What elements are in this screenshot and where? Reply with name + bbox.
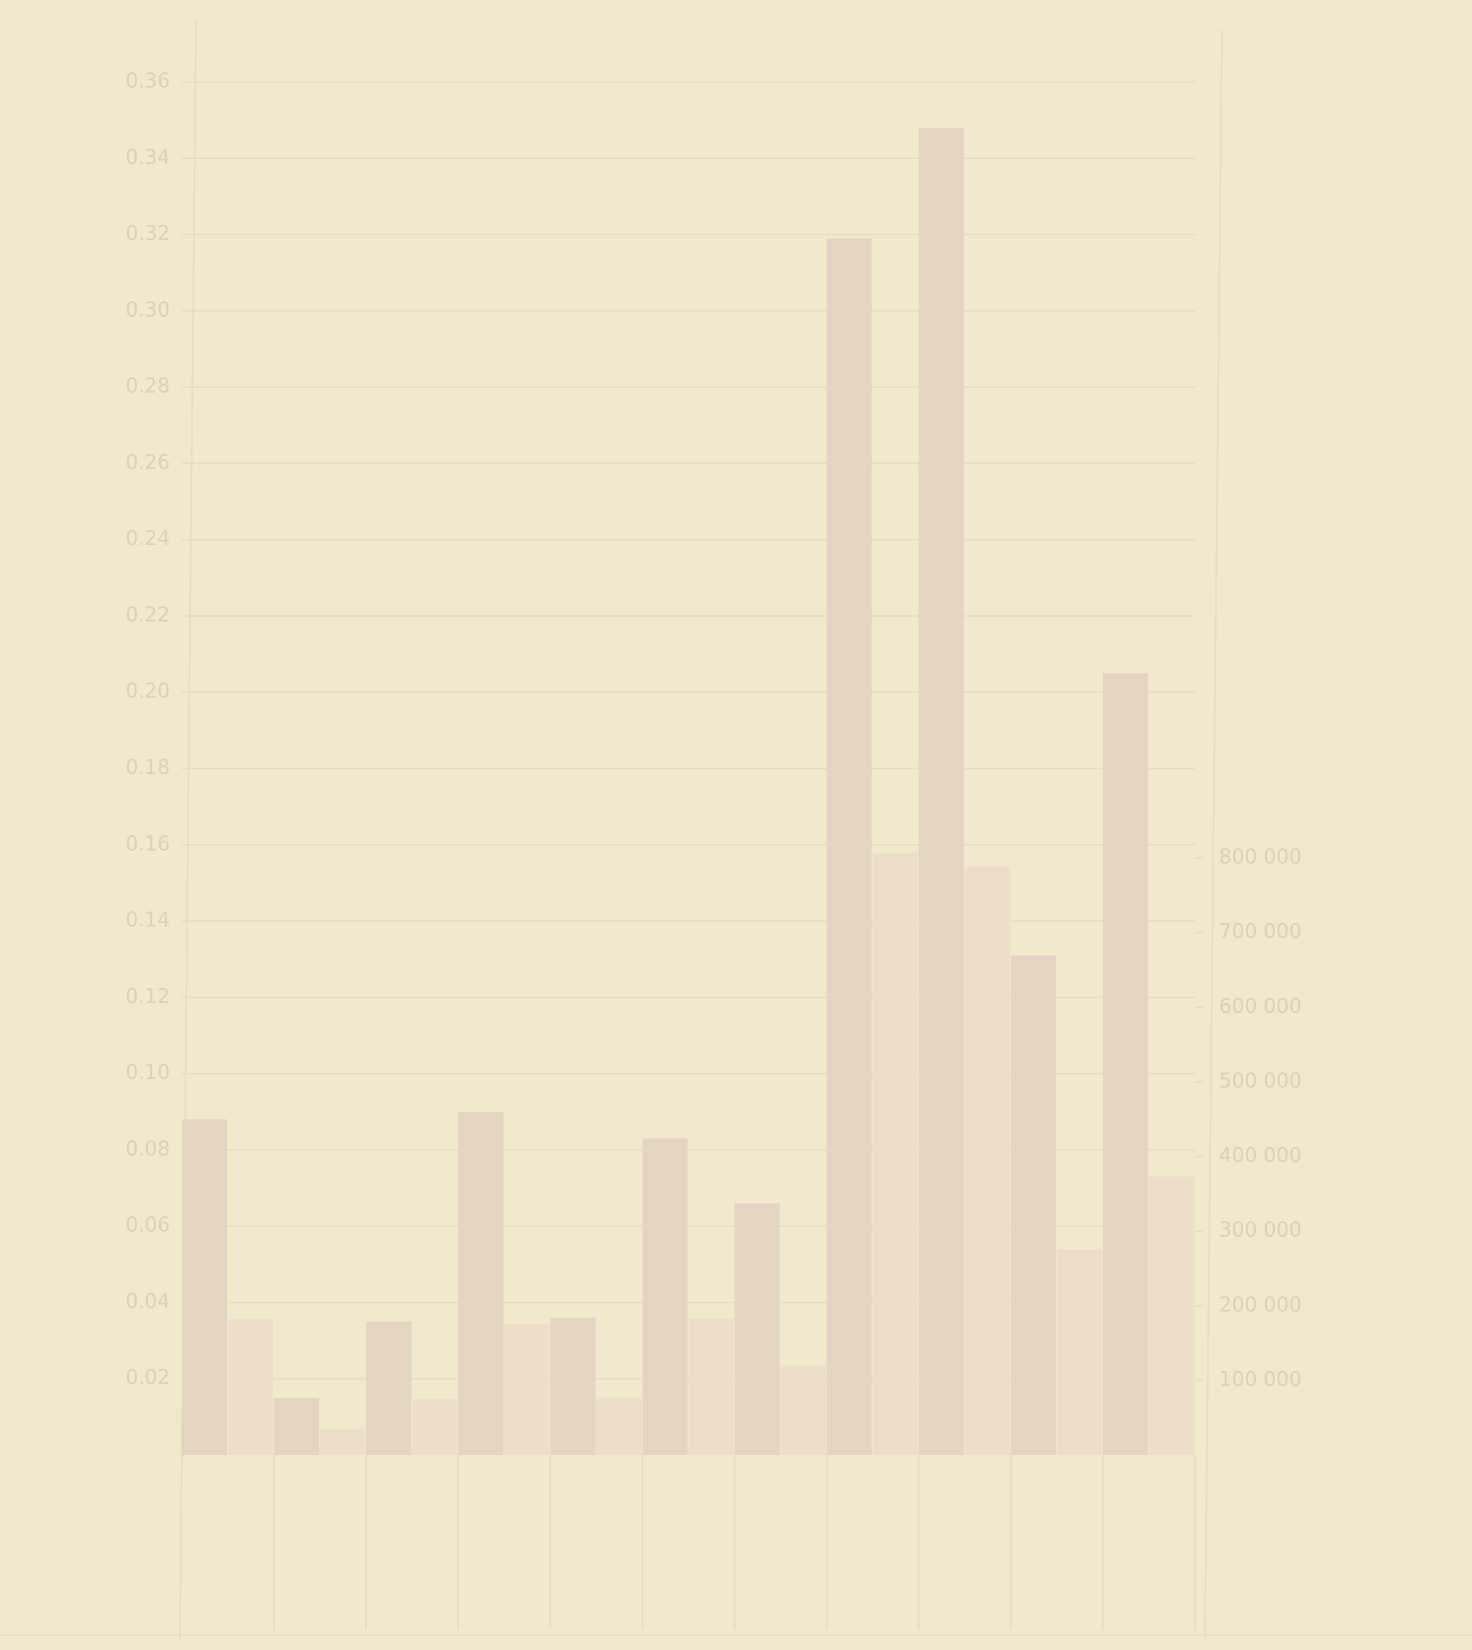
y-tick-label: 0.12 [125, 984, 170, 1008]
bar [458, 1111, 504, 1455]
y-tick-label: 0.30 [125, 297, 170, 321]
y-tick-label: 0.18 [125, 755, 170, 779]
y-tick-label: 0.28 [125, 374, 170, 398]
bar [550, 1317, 596, 1455]
bar [274, 1397, 320, 1455]
y-tick-label: 0.02 [125, 1365, 170, 1389]
bar [1102, 673, 1149, 1455]
y-tick-label: 0.34 [125, 145, 170, 169]
y2-tick-label: 600 000 [1219, 994, 1302, 1018]
y2-tick-label: 200 000 [1219, 1292, 1302, 1316]
y-tick-label: 0.36 [125, 69, 170, 93]
y-tick-label: 0.04 [125, 1289, 170, 1313]
bar [780, 1365, 826, 1455]
bar [504, 1323, 550, 1455]
y-tick-label: 0.20 [125, 679, 170, 703]
bar [826, 238, 872, 1456]
y-tick-label: 0.16 [125, 831, 170, 855]
y-tick-label: 0.24 [125, 526, 170, 550]
y2-tick-label: 800 000 [1219, 845, 1302, 869]
y2-tick-label: 400 000 [1219, 1143, 1302, 1167]
bar [596, 1397, 642, 1455]
bar [1148, 1176, 1195, 1455]
y-tick-label: 0.08 [125, 1136, 170, 1160]
y2-tick-label: 100 000 [1219, 1367, 1302, 1391]
y2-tick-label: 300 000 [1219, 1218, 1302, 1242]
y2-tick-label: 700 000 [1219, 919, 1302, 943]
bar [688, 1318, 734, 1455]
bar [1010, 955, 1056, 1455]
bar [182, 1119, 228, 1455]
bar [964, 866, 1010, 1455]
y-tick-label: 0.32 [125, 221, 170, 245]
y-tick-label: 0.22 [125, 602, 170, 626]
bar [918, 127, 964, 1455]
right-border [1204, 29, 1223, 1641]
bar [366, 1321, 412, 1455]
y-tick-label: 0.14 [125, 908, 170, 932]
y-tick-label: 0.26 [125, 450, 170, 474]
bar [872, 852, 918, 1455]
y-tick-label: 0.06 [125, 1213, 170, 1237]
bar [412, 1399, 458, 1455]
y-tick-label: 0.10 [125, 1060, 170, 1084]
y2-tick-label: 500 000 [1219, 1068, 1302, 1092]
bar [320, 1428, 366, 1455]
bar [1056, 1249, 1102, 1455]
bar [642, 1138, 688, 1455]
bar [228, 1319, 274, 1455]
bar [734, 1203, 780, 1455]
